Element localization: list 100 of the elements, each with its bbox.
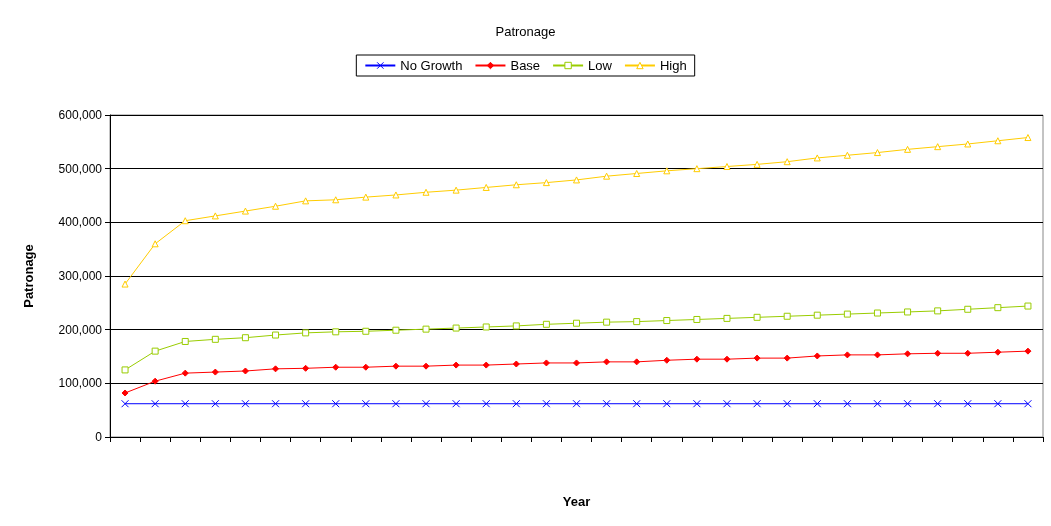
point <box>693 355 701 363</box>
point <box>813 311 821 319</box>
point <box>272 331 280 339</box>
point <box>392 191 400 199</box>
point <box>422 325 430 333</box>
point <box>633 170 641 177</box>
y-tick-label: 200,000 <box>58 322 103 337</box>
point <box>512 181 520 189</box>
point <box>1024 134 1032 142</box>
point <box>422 188 430 196</box>
point <box>873 351 881 359</box>
point <box>903 399 912 408</box>
point <box>482 183 490 191</box>
chart-title: Patronage <box>495 24 556 39</box>
point <box>723 355 731 363</box>
point <box>603 318 611 326</box>
point <box>994 304 1002 312</box>
point <box>181 217 189 225</box>
point <box>663 167 671 175</box>
point <box>964 349 972 357</box>
y-tick-label: 500,000 <box>58 161 103 176</box>
point <box>993 399 1002 408</box>
point <box>482 399 491 408</box>
point <box>693 165 701 173</box>
y-tick-label: 300,000 <box>58 269 103 283</box>
point <box>362 327 370 335</box>
x-axis-title: Year <box>562 494 591 509</box>
point <box>572 399 581 408</box>
point <box>753 354 761 362</box>
point <box>302 329 310 337</box>
point <box>934 307 942 315</box>
point <box>813 154 821 162</box>
point <box>663 356 671 364</box>
point <box>843 399 852 408</box>
point <box>271 399 280 408</box>
point <box>301 399 310 408</box>
point <box>362 363 370 371</box>
point <box>933 399 942 408</box>
point <box>873 149 881 157</box>
legend-label: High <box>659 58 687 73</box>
point <box>1023 399 1032 408</box>
point <box>211 335 219 343</box>
point <box>361 399 370 408</box>
point <box>542 359 550 367</box>
point <box>452 324 460 332</box>
point <box>151 399 160 408</box>
point <box>362 193 370 201</box>
point <box>542 320 550 328</box>
point <box>873 309 881 317</box>
point <box>181 369 189 377</box>
point <box>963 399 972 408</box>
point <box>603 172 611 180</box>
point <box>573 319 580 327</box>
point <box>964 305 972 313</box>
point <box>422 362 430 370</box>
point <box>753 399 762 408</box>
point <box>692 399 701 408</box>
point <box>302 364 310 372</box>
y-tick-label: 100,000 <box>58 376 103 391</box>
point <box>211 368 219 376</box>
point <box>904 350 912 358</box>
point <box>603 358 611 366</box>
point <box>151 347 159 355</box>
point <box>121 389 129 397</box>
point <box>663 317 671 325</box>
point <box>723 314 731 322</box>
point <box>602 399 611 408</box>
point <box>121 366 129 374</box>
point <box>542 179 550 187</box>
legend-label: Base <box>510 58 541 73</box>
point <box>573 176 580 184</box>
point <box>693 315 701 323</box>
point <box>1024 347 1032 355</box>
point <box>391 399 400 408</box>
point <box>813 352 821 360</box>
point <box>723 163 731 171</box>
point <box>783 312 791 320</box>
point <box>452 361 460 369</box>
point <box>632 399 641 408</box>
point <box>512 360 520 368</box>
point <box>241 207 249 215</box>
point <box>633 358 641 366</box>
point <box>151 377 159 385</box>
legend-label: No Growth <box>400 58 463 73</box>
point <box>482 323 490 331</box>
point <box>813 399 822 408</box>
legend-label: Low <box>588 58 613 73</box>
point <box>934 349 942 357</box>
point <box>512 399 521 408</box>
point <box>392 362 400 370</box>
y-tick-label: 0 <box>95 430 103 444</box>
point <box>211 399 220 408</box>
point <box>151 240 159 248</box>
point <box>753 160 761 168</box>
point <box>994 348 1002 356</box>
point <box>934 143 942 151</box>
point <box>241 367 249 375</box>
y-axis-title: Patronage <box>21 244 36 308</box>
point <box>332 196 340 204</box>
point <box>783 158 791 166</box>
